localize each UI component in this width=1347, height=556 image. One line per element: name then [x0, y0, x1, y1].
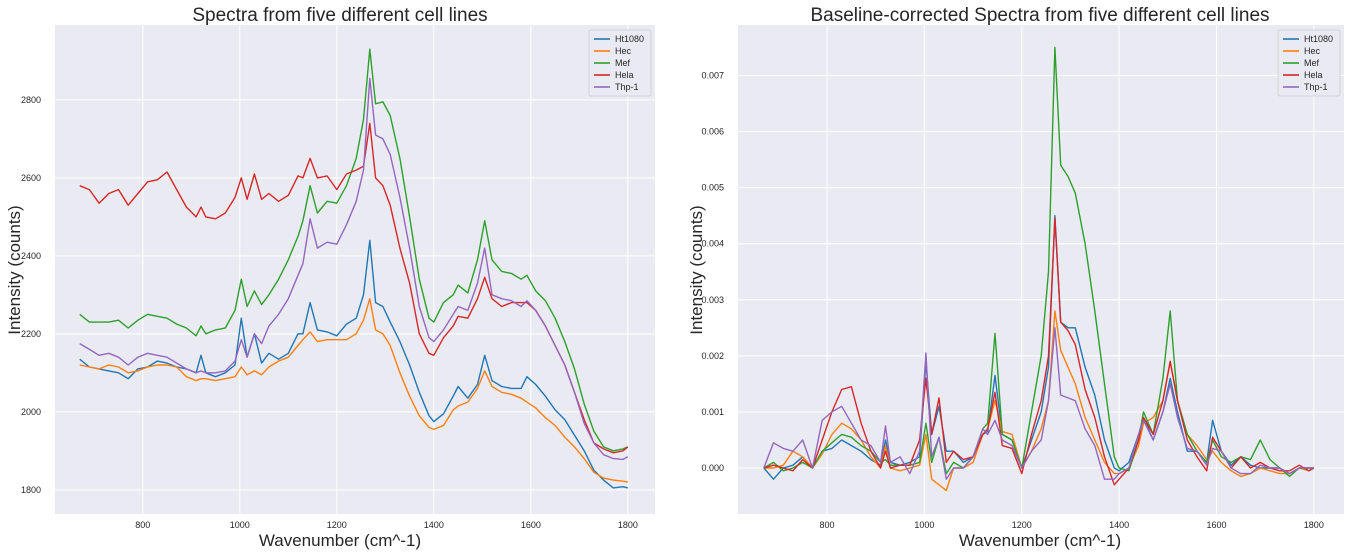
x-tick-label: 1800 [1304, 520, 1324, 530]
y-tick-label: 0.004 [701, 239, 724, 249]
legend-entry: Mef [615, 58, 631, 68]
tick-labels: 800 1000 1200 1400 1600 1800 0.000 0.001 0.002 0.… [701, 70, 1323, 530]
legend-entry: Hela [615, 70, 634, 80]
x-tick-label: 1600 [1206, 520, 1226, 530]
x-tick-label: 1400 [424, 520, 444, 530]
x-axis-label: Wavenumber (cm^-1) [959, 531, 1121, 550]
legend-entry: Ht1080 [1304, 34, 1333, 44]
series-line-mef [763, 46, 1314, 478]
legend: Ht1080 Hec Mef Hela Thp-1 [588, 29, 652, 97]
y-tick-label: 0.005 [701, 183, 724, 193]
y-tick-label: 2800 [21, 95, 41, 105]
x-tick-label: 1000 [914, 520, 934, 530]
legend-entry: Mef [1304, 58, 1320, 68]
chart-title: Spectra from five different cell lines [192, 5, 487, 26]
x-tick-label: 1200 [1012, 520, 1032, 530]
series-line-hela [79, 122, 629, 454]
series-line-thp-1 [763, 327, 1314, 480]
x-tick-label: 1200 [327, 520, 347, 530]
series-lines [79, 48, 629, 489]
y-tick-label: 2600 [21, 173, 41, 183]
x-axis-label: Wavenumber (cm^-1) [259, 531, 421, 550]
y-axis-label: Intensity (counts) [5, 205, 24, 334]
y-tick-label: 0.007 [701, 70, 724, 80]
legend: Ht1080 Hec Mef Hela Thp-1 [1277, 29, 1341, 97]
x-tick-label: 1000 [230, 520, 250, 530]
y-axis-label: Intensity (counts) [687, 205, 706, 334]
legend-entry: Hec [1304, 46, 1321, 56]
plot-area [738, 25, 1344, 514]
y-tick-label: 0.001 [701, 407, 724, 417]
y-tick-label: 2200 [21, 329, 41, 339]
y-tick-label: 0.003 [701, 295, 724, 305]
x-tick-label: 800 [135, 520, 150, 530]
series-line-hec [79, 298, 628, 483]
series-line-hela [763, 217, 1315, 486]
series-line-mef [79, 48, 629, 452]
y-tick-label: 1800 [21, 485, 41, 495]
gridlines [738, 25, 1344, 514]
series-line-thp-1 [79, 77, 629, 461]
x-tick-label: 1400 [1109, 520, 1129, 530]
y-tick-label: 2400 [21, 251, 41, 261]
legend-entry: Thp-1 [615, 82, 639, 92]
x-tick-label: 1600 [521, 520, 541, 530]
tick-labels: 800 1000 1200 1400 1600 1800 1800 2000 2200 2400 2… [21, 95, 638, 530]
legend-entry: Hec [615, 46, 632, 56]
y-tick-label: 2000 [21, 407, 41, 417]
plot-area [55, 25, 655, 514]
series-line-ht1080 [79, 239, 628, 489]
series-line-ht1080 [763, 215, 1314, 480]
legend-entry: Ht1080 [615, 34, 644, 44]
series-line-hec [763, 310, 1315, 492]
legend-box [1277, 29, 1341, 97]
legend-entry: Hela [1304, 70, 1323, 80]
legend-entry: Thp-1 [1304, 82, 1328, 92]
left-chart-raw-spectra: 800 1000 1200 1400 1600 1800 1800 2000 2200 2400 2… [5, 5, 655, 550]
y-tick-label: 0.006 [701, 127, 724, 137]
y-tick-label: 0.000 [701, 463, 724, 473]
right-chart-baseline-corrected: 800 1000 1200 1400 1600 1800 0.000 0.001 0.002 0.… [687, 5, 1344, 550]
chart-title: Baseline-corrected Spectra from five dif… [810, 5, 1269, 26]
x-tick-label: 1800 [618, 520, 638, 530]
series-lines [763, 46, 1315, 492]
y-tick-label: 0.002 [701, 351, 724, 361]
x-tick-label: 800 [820, 520, 835, 530]
legend-box [588, 29, 652, 97]
